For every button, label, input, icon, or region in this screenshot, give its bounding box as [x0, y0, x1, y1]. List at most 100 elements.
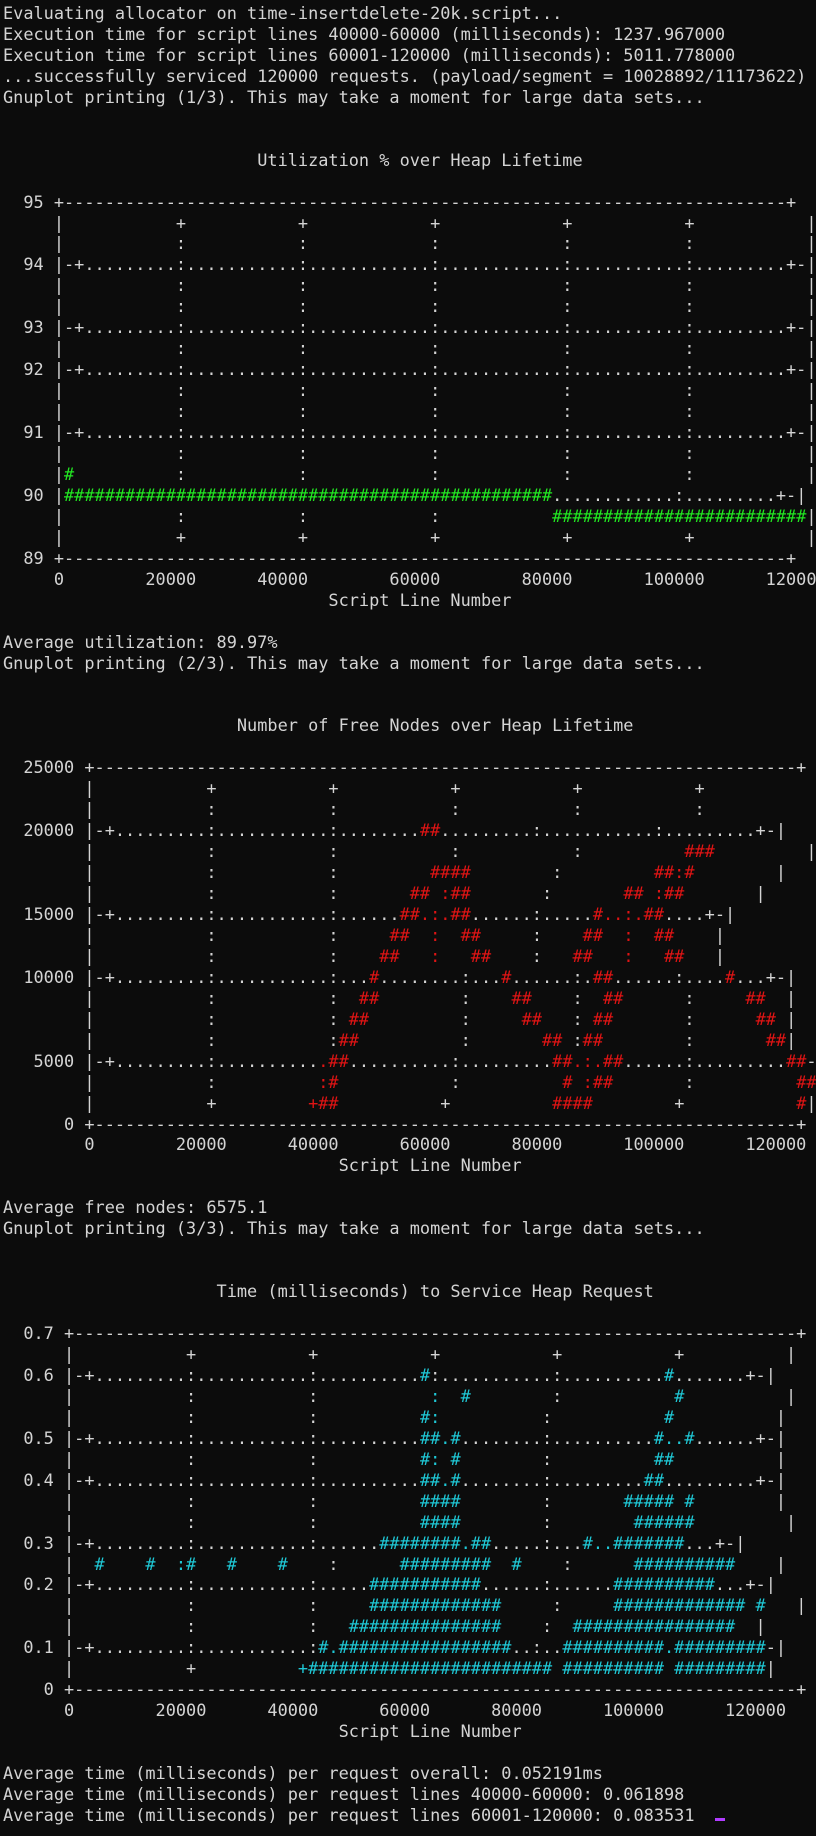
line-text: Gnuplot printing (2/3). This may take a …	[3, 652, 705, 673]
line-text: : : : : : |	[74, 463, 816, 484]
line-text: | : :	[3, 945, 380, 966]
line-text: :	[470, 862, 654, 883]
line-text: :	[541, 1008, 593, 1029]
terminal-line: Script Line Number	[3, 1155, 522, 1175]
terminal-line: 90 |####################################…	[3, 485, 806, 505]
line-text: | : : : :	[3, 841, 685, 862]
terminal-line: | + + + + + |	[3, 1344, 796, 1364]
line-text: | : : : : : |	[3, 799, 816, 820]
line-text: :	[287, 1553, 400, 1574]
line-text: .....:...	[491, 1532, 583, 1553]
terminal-line: 0.4 |-+.........:...........:..........#…	[3, 1470, 786, 1490]
terminal-line: 0 +-------------------------------------…	[3, 1114, 806, 1134]
plot-points: ########.##	[379, 1532, 492, 1553]
line-text: | : : : : : |	[3, 296, 816, 317]
line-text: :	[369, 1008, 522, 1029]
plot-points: ## :##	[409, 883, 471, 904]
line-text: Average free nodes: 6575.1	[3, 1197, 268, 1218]
terminal-line: Evaluating allocator on time-insertdelet…	[3, 3, 562, 23]
line-text: |	[3, 463, 65, 484]
plot-points: +##	[308, 1092, 339, 1113]
line-text: | : :	[3, 1511, 420, 1532]
plot-points: #############	[369, 1595, 502, 1616]
line-text: :	[480, 924, 583, 945]
plot-points: ######	[633, 1511, 695, 1532]
plot-points: ############# #	[613, 1595, 766, 1616]
terminal-line: | : : : : ### |	[3, 841, 816, 861]
line-text: |	[775, 1008, 797, 1029]
terminal-line: 0.3 |-+.........:...........:......#####…	[3, 1533, 745, 1553]
line-text: Script Line Number	[3, 1155, 522, 1176]
line-text: | : : :	[3, 505, 553, 526]
line-text: Script Line Number	[3, 1721, 522, 1742]
plot-points: ####	[419, 1511, 461, 1532]
line-text: Number of Free Nodes over Heap Lifetime	[3, 715, 634, 736]
line-text: ...+-|	[735, 966, 797, 987]
line-text: Gnuplot printing (1/3). This may take a …	[3, 86, 705, 107]
line-text: |	[694, 862, 787, 883]
line-text: |	[684, 945, 726, 966]
plot-points: ##	[419, 820, 441, 841]
terminal-line: | : :# : # :## : ##|	[3, 1072, 816, 1092]
line-text: ...+-|	[714, 1574, 776, 1595]
line-text: ........:...	[379, 966, 502, 987]
terminal-line: 0.7 +-----------------------------------…	[3, 1323, 806, 1343]
line-text: 93 |-+.........:...........:............…	[3, 317, 816, 338]
plot-points: ##:#	[653, 862, 695, 883]
plot-points: :#	[318, 1071, 339, 1092]
terminal-line: | # # :# # # : ######### # : ########## …	[3, 1554, 786, 1574]
terminal-line: | + +## + #### + #|	[3, 1093, 816, 1113]
line-text: ......:.........	[623, 1050, 787, 1071]
terminal-line: 25000 +---------------------------------…	[3, 757, 806, 777]
line-text: | : :	[3, 883, 410, 904]
line-text: |	[3, 1553, 95, 1574]
plot-points: #: #	[419, 1448, 461, 1469]
terminal-line: 0 20000 40000 60000 80000 100000 120000	[3, 1134, 806, 1154]
terminal-line: 0.6 |-+.........:...........:..........#…	[3, 1365, 776, 1385]
line-text: |	[684, 883, 766, 904]
line-text: ......+-|	[694, 1427, 787, 1448]
plot-points: ##	[358, 987, 380, 1008]
line-text: Average time (milliseconds) per request …	[3, 1763, 603, 1784]
terminal-line: 95 +------------------------------------…	[3, 192, 796, 212]
plot-points: #	[796, 1092, 807, 1113]
line-text: |	[765, 1658, 776, 1679]
plot-points: ##	[786, 1050, 807, 1071]
terminal-line: | + +######################## ##########…	[3, 1658, 776, 1678]
line-text: ......:.	[511, 966, 593, 987]
plot-points: ####	[419, 1490, 461, 1511]
plot-points: ###########	[369, 1574, 481, 1595]
terminal-line: Gnuplot printing (1/3). This may take a …	[3, 87, 705, 107]
terminal-line: Average time (milliseconds) per request …	[3, 1784, 684, 1804]
plot-points: ##	[653, 1448, 675, 1469]
plot-points: ##### #	[623, 1490, 695, 1511]
line-text: 15000 |-+.........:...........:......	[3, 903, 400, 924]
line-text: |	[735, 1616, 766, 1637]
plot-points: #	[664, 1364, 675, 1385]
terminal-line: 15000 |-+.........:...........:......##.…	[3, 904, 735, 924]
line-text: :	[460, 1490, 624, 1511]
line-text: | : :	[3, 1595, 370, 1616]
plot-points: #..:.##	[592, 903, 664, 924]
line-text: | : : : : : |	[3, 401, 816, 422]
plot-points: ##.:.##	[552, 1050, 624, 1071]
line-text: |	[765, 1595, 807, 1616]
line-text: | + + + + + |	[3, 212, 816, 233]
line-text: ............:.........+-|	[552, 484, 807, 505]
terminal-line: | : : ############### : ################…	[3, 1616, 766, 1636]
line-text: ........:..........	[460, 1427, 654, 1448]
line-text: :	[613, 1071, 797, 1092]
line-text: 95 +------------------------------------…	[3, 191, 797, 212]
line-text: |	[674, 924, 726, 945]
line-text: 92 |-+.........:...........:............…	[3, 359, 816, 380]
plot-points: ####	[552, 1092, 593, 1113]
plot-points: ##	[755, 1008, 776, 1029]
terminal-line: | : : ## : ## : ## : ## |	[3, 925, 725, 945]
terminal-line: | : : #### : ##:# |	[3, 862, 786, 882]
line-text: ......:......	[480, 1574, 614, 1595]
terminal-line: 20000 |-+.........:...........:........#…	[3, 820, 786, 840]
line-text: -|	[806, 1050, 816, 1071]
terminal-line: | : : : # : # |	[3, 1386, 796, 1406]
plot-points: #	[664, 1406, 675, 1427]
